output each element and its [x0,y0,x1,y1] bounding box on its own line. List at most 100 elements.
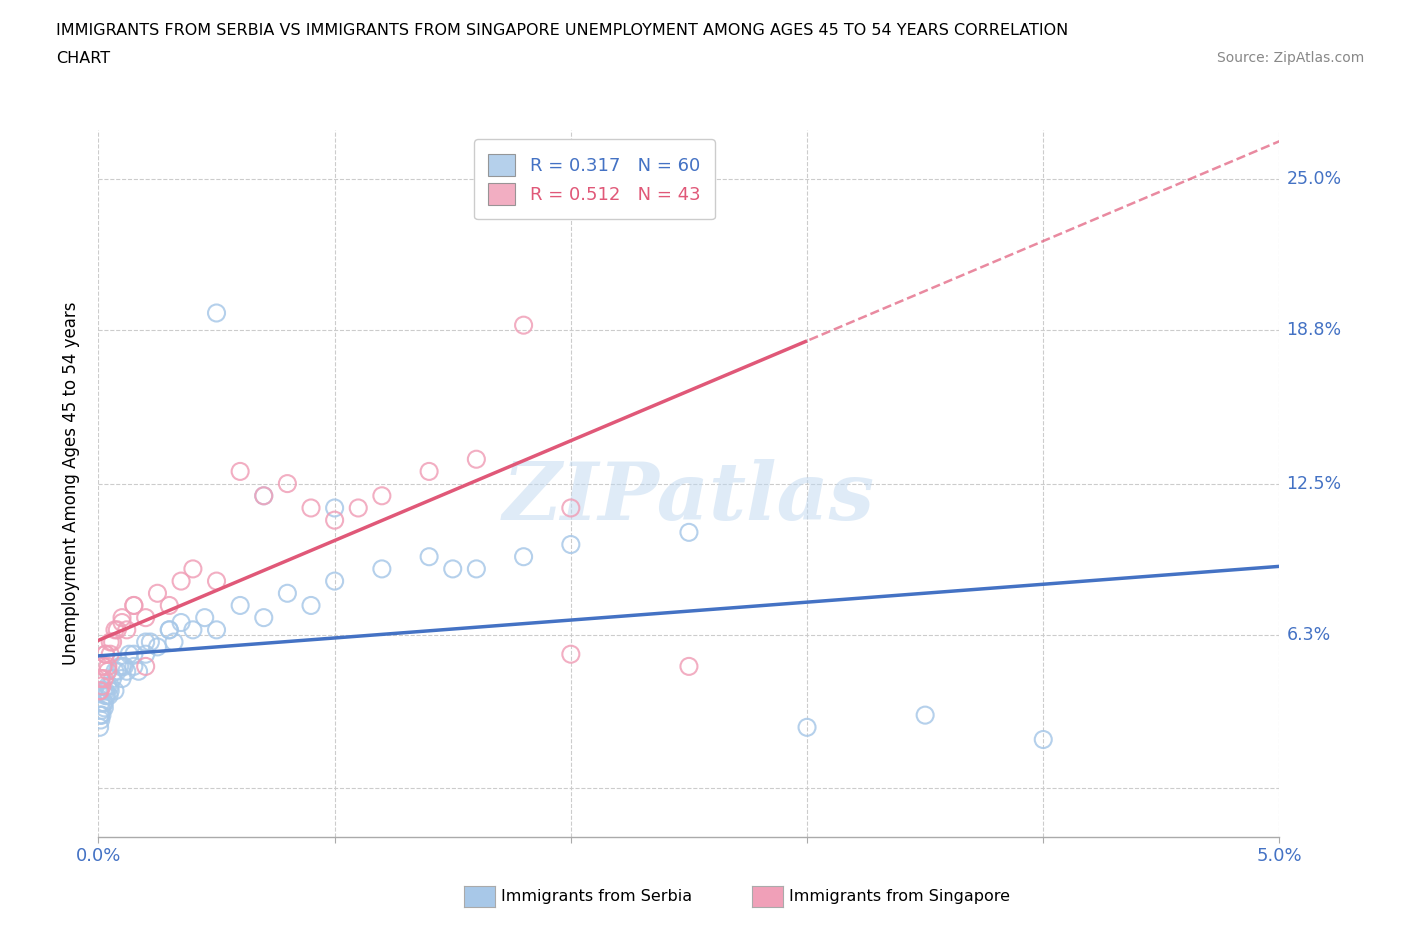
Point [115,664,138,679]
Legend: R = 0.317   N = 60, R = 0.512   N = 43: R = 0.317 N = 60, R = 0.512 N = 43 [474,140,716,219]
Point [512,550,534,565]
Text: ZIPatlas: ZIPatlas [503,459,875,537]
Text: 6.3%: 6.3% [1286,626,1330,644]
Point [441,562,464,577]
Point [512,318,534,333]
Text: Immigrants from Serbia: Immigrants from Serbia [501,889,692,904]
Point [101,634,124,649]
Point [91,703,114,718]
Point [135,610,157,625]
Point [205,306,228,321]
Point [418,550,440,565]
Point [560,500,582,515]
Point [122,598,145,613]
Point [94,688,117,703]
Point [93,696,115,711]
Point [111,610,134,625]
Point [93,700,115,715]
Point [96,688,118,703]
Point [104,684,127,698]
Point [512,111,534,126]
Point [560,538,582,552]
Point [97,664,120,679]
Point [104,622,127,637]
Point [90,712,112,727]
Point [122,659,145,674]
Point [371,488,394,503]
Text: 12.5%: 12.5% [1286,474,1341,493]
Point [323,500,346,515]
Point [118,646,141,661]
Point [253,488,276,503]
Point [91,659,114,674]
Point [205,574,228,589]
Point [93,671,115,686]
Point [157,622,180,637]
Point [94,646,117,661]
Point [105,664,128,679]
Point [135,646,157,661]
Point [108,659,131,674]
Point [276,476,298,491]
Point [94,684,117,698]
Point [104,664,127,679]
Point [418,464,440,479]
Point [97,679,120,694]
Point [91,696,114,711]
Point [90,671,112,686]
Text: IMMIGRANTS FROM SERBIA VS IMMIGRANTS FROM SINGAPORE UNEMPLOYMENT AMONG AGES 45 T: IMMIGRANTS FROM SERBIA VS IMMIGRANTS FRO… [56,23,1069,38]
Point [135,659,157,674]
Point [914,708,936,723]
Point [299,598,322,613]
Point [205,622,228,637]
Point [89,708,111,723]
Point [89,684,111,698]
Point [91,659,114,674]
Point [91,679,114,694]
Point [89,684,111,698]
Point [89,720,111,735]
Point [91,708,114,723]
Point [678,659,700,674]
Point [253,610,276,625]
Point [323,574,346,589]
Point [253,488,276,503]
Point [97,659,120,674]
Text: 18.8%: 18.8% [1286,321,1341,339]
Point [139,634,162,649]
Point [229,464,252,479]
Point [170,574,193,589]
Point [98,688,121,703]
Point [347,500,370,515]
Point [170,615,193,630]
Point [135,634,157,649]
Point [90,671,112,686]
Point [157,598,180,613]
Point [98,679,121,694]
Point [465,452,488,467]
Point [98,646,121,661]
Point [1032,732,1054,747]
Point [91,684,114,698]
Point [371,562,394,577]
Text: CHART: CHART [56,51,110,66]
Point [146,586,169,601]
Text: 25.0%: 25.0% [1286,170,1341,188]
Point [90,696,112,711]
Point [796,720,818,735]
Point [678,525,700,539]
Point [465,562,488,577]
Point [111,671,134,686]
Point [276,586,298,601]
Point [105,622,128,637]
Point [122,598,145,613]
Point [181,622,204,637]
Point [128,664,150,679]
Point [111,659,134,674]
Point [146,640,169,655]
Point [122,646,145,661]
Point [560,646,582,661]
Point [194,610,217,625]
Point [157,622,180,637]
Point [229,598,252,613]
